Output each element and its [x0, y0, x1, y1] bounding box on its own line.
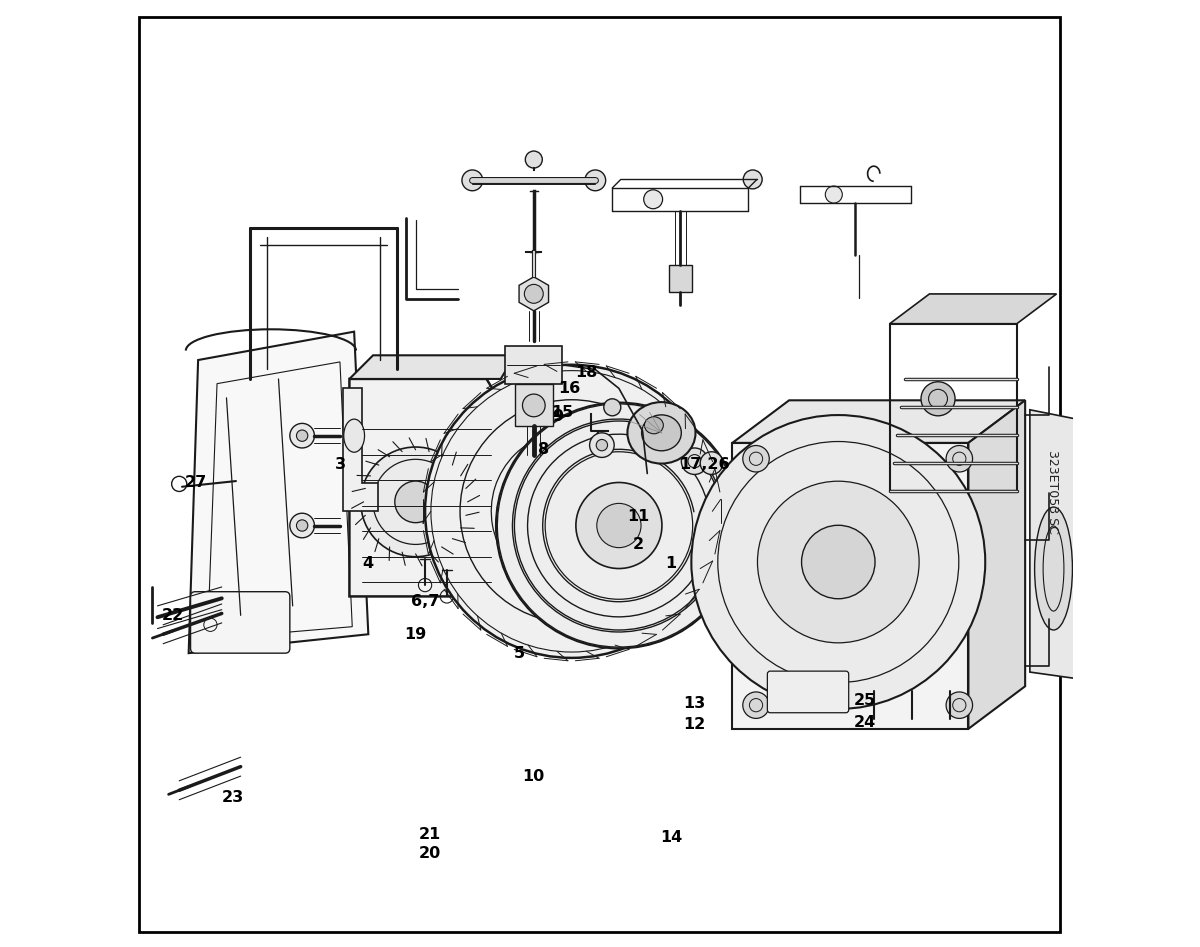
FancyBboxPatch shape [138, 17, 1060, 932]
Circle shape [604, 399, 620, 416]
Circle shape [946, 692, 972, 719]
Polygon shape [349, 379, 500, 597]
Text: 2: 2 [632, 537, 643, 552]
Text: 12: 12 [684, 717, 706, 732]
Text: 22: 22 [162, 608, 184, 623]
Circle shape [643, 189, 662, 208]
Circle shape [922, 382, 955, 416]
Circle shape [743, 692, 769, 719]
Circle shape [361, 447, 470, 557]
Text: 1: 1 [665, 556, 677, 571]
Circle shape [496, 402, 742, 649]
Polygon shape [343, 388, 378, 511]
Circle shape [554, 494, 589, 528]
Polygon shape [670, 265, 691, 292]
Circle shape [701, 452, 722, 474]
Ellipse shape [644, 417, 664, 434]
Polygon shape [349, 355, 515, 379]
Ellipse shape [1034, 507, 1073, 630]
Circle shape [743, 445, 769, 472]
Circle shape [946, 445, 972, 472]
Circle shape [584, 170, 606, 190]
Text: 15: 15 [551, 404, 574, 420]
Circle shape [462, 170, 482, 190]
Circle shape [826, 186, 842, 203]
Text: 23: 23 [222, 791, 245, 805]
Circle shape [296, 520, 308, 531]
Text: 8: 8 [538, 442, 548, 457]
Circle shape [596, 504, 641, 547]
Ellipse shape [343, 420, 365, 453]
Circle shape [682, 448, 708, 474]
Text: 10: 10 [523, 769, 545, 783]
Text: 20: 20 [419, 846, 440, 861]
Circle shape [743, 170, 762, 188]
Polygon shape [188, 331, 368, 653]
Circle shape [802, 526, 875, 599]
Ellipse shape [642, 415, 682, 451]
Circle shape [290, 513, 314, 538]
Text: 19: 19 [404, 627, 427, 642]
Polygon shape [505, 346, 562, 384]
Text: 5: 5 [514, 646, 526, 661]
Text: 16: 16 [559, 381, 581, 396]
Circle shape [541, 481, 602, 542]
FancyBboxPatch shape [191, 592, 290, 653]
Text: 6,7: 6,7 [410, 594, 439, 609]
Text: 9: 9 [552, 409, 563, 424]
Polygon shape [1030, 410, 1078, 679]
Circle shape [691, 415, 985, 709]
Circle shape [526, 152, 542, 168]
Circle shape [589, 433, 614, 457]
Text: 25: 25 [853, 693, 876, 708]
Circle shape [576, 482, 662, 568]
Text: 323ET053 SC: 323ET053 SC [1045, 451, 1058, 534]
Circle shape [596, 439, 607, 451]
Text: 4: 4 [362, 556, 374, 571]
Circle shape [757, 481, 919, 643]
Text: 21: 21 [419, 828, 440, 842]
Ellipse shape [628, 402, 696, 464]
Circle shape [296, 430, 308, 441]
Text: 3: 3 [335, 456, 346, 472]
Text: 27: 27 [185, 475, 208, 491]
Text: 18: 18 [575, 365, 596, 380]
Text: 17,26: 17,26 [679, 456, 730, 472]
Circle shape [563, 503, 580, 520]
Polygon shape [889, 294, 1056, 324]
Polygon shape [520, 277, 548, 311]
Text: 11: 11 [626, 509, 649, 524]
Polygon shape [732, 401, 1025, 443]
Circle shape [522, 394, 545, 417]
Polygon shape [968, 401, 1025, 729]
Circle shape [290, 423, 314, 448]
Circle shape [524, 284, 544, 303]
Text: 14: 14 [660, 831, 682, 845]
Polygon shape [515, 384, 553, 426]
Circle shape [425, 365, 719, 658]
Circle shape [395, 481, 437, 523]
FancyBboxPatch shape [767, 671, 848, 713]
Polygon shape [732, 443, 968, 729]
Text: 13: 13 [684, 696, 706, 711]
Text: 24: 24 [853, 715, 876, 730]
